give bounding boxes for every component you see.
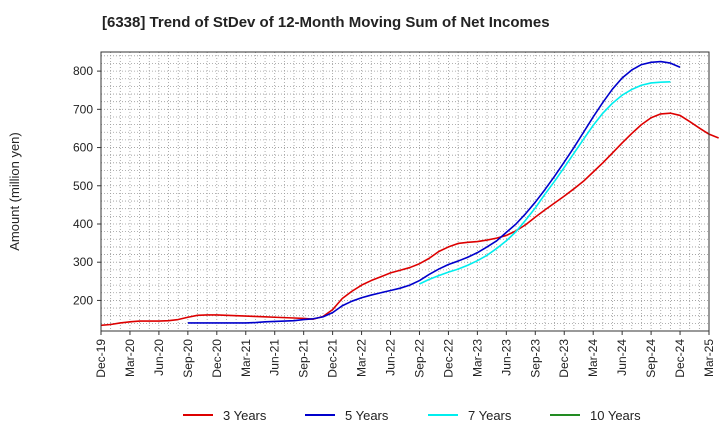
y-tick-label: 700 — [73, 102, 93, 116]
x-tick-label: Mar-23 — [470, 339, 484, 377]
legend-label: 7 Years — [468, 408, 512, 423]
series-line-5-years — [187, 60, 681, 324]
chart-title: [6338] Trend of StDev of 12-Month Moving… — [102, 14, 550, 31]
x-tick-label: Jun-22 — [384, 339, 398, 376]
x-tick-label: Mar-21 — [239, 339, 253, 377]
x-tick-label: Dec-19 — [94, 339, 108, 378]
x-tick-label: Sep-22 — [412, 339, 426, 378]
legend-label: 10 Years — [590, 408, 641, 423]
x-tick-label: Jun-21 — [268, 339, 282, 376]
x-tick-label: Mar-20 — [123, 339, 137, 377]
x-tick-label: Dec-23 — [557, 339, 571, 378]
legend-label: 3 Years — [223, 408, 267, 423]
x-tick-label: Dec-20 — [210, 339, 224, 378]
x-tick-label: Jun-20 — [152, 339, 166, 376]
y-tick-label: 400 — [73, 217, 93, 231]
x-tick-label: Mar-22 — [355, 339, 369, 377]
x-tick-label: Dec-21 — [326, 339, 340, 378]
y-tick-label: 500 — [73, 179, 93, 193]
x-tick-label: Mar-25 — [702, 339, 716, 377]
y-tick-label: 300 — [73, 255, 93, 269]
x-tick-label: Sep-20 — [181, 339, 195, 378]
x-tick-label: Dec-22 — [441, 339, 455, 378]
x-tick-label: Jun-23 — [499, 339, 513, 376]
series-line-3-years — [100, 112, 719, 327]
plot-border — [100, 51, 710, 332]
legend-label: 5 Years — [345, 408, 389, 423]
x-tick-label: Jun-24 — [615, 339, 629, 376]
y-axis-title: Amount (million yen) — [7, 132, 22, 251]
x-tick-label: Sep-23 — [528, 339, 542, 378]
x-tick-label: Mar-24 — [586, 339, 600, 377]
plot-area — [101, 52, 709, 331]
y-tick-label: 200 — [73, 293, 93, 307]
x-tick-label: Sep-24 — [644, 339, 658, 378]
x-tick-label: Sep-21 — [297, 339, 311, 378]
y-tick-label: 800 — [73, 64, 93, 78]
y-tick-label: 600 — [73, 141, 93, 155]
x-tick-label: Dec-24 — [673, 339, 687, 378]
series-line-7-years — [419, 81, 671, 285]
